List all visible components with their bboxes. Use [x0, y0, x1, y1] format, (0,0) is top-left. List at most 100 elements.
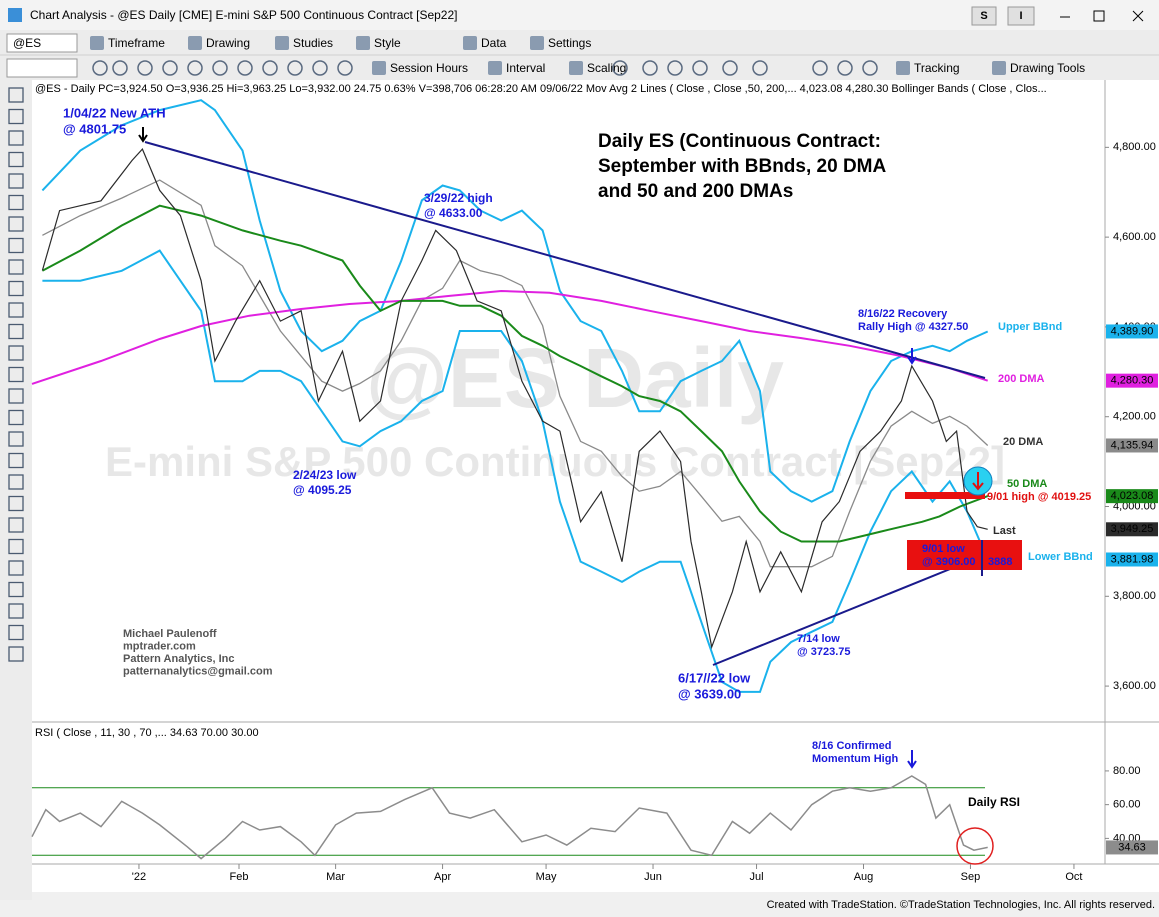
i-button[interactable] — [1007, 6, 1035, 26]
tool-icon[interactable] — [8, 173, 24, 189]
tool-icon[interactable] — [8, 624, 24, 641]
toolbar-button[interactable]: Timeframe — [108, 36, 165, 50]
tool-icon[interactable] — [8, 345, 24, 361]
toolbar-icon[interactable] — [667, 60, 683, 76]
rsi-annotation: 8/16 Confirmed — [812, 740, 891, 752]
toolbar-button[interactable]: Drawing — [206, 36, 250, 50]
tool-icon[interactable] — [8, 581, 24, 598]
toolbar-button[interactable]: Scaling — [587, 61, 626, 75]
price-info: @ES - Daily PC=3,924.50 O=3,936.25 Hi=3,… — [35, 83, 1047, 95]
toolbar-icon[interactable] — [752, 60, 768, 76]
series-label: Lower BBnd — [1028, 551, 1093, 563]
price-axis — [1105, 80, 1159, 864]
tool-icon[interactable] — [8, 194, 24, 211]
tool-icon[interactable] — [8, 216, 24, 232]
credits: patternanalytics@gmail.com — [123, 665, 273, 677]
toolbar-icon[interactable] — [642, 60, 658, 76]
annotation: Rally High @ 4327.50 — [858, 321, 968, 333]
toolbar-icon[interactable] — [692, 60, 708, 76]
tool-icon[interactable] — [8, 409, 24, 426]
tool-icon[interactable] — [8, 366, 24, 383]
tool-icon[interactable] — [8, 388, 24, 404]
tool-icon[interactable] — [8, 130, 24, 146]
last-value-flag — [1106, 522, 1158, 537]
last-value-label: 4,135.94 — [1111, 439, 1154, 451]
y-tick-label: 4,200.00 — [1113, 411, 1156, 423]
tool-icon[interactable] — [8, 108, 24, 125]
tool-icon[interactable] — [8, 323, 24, 340]
series-line — [41, 204, 989, 543]
toolbar-button[interactable]: Interval — [506, 61, 545, 75]
toolbar-icon — [356, 36, 370, 50]
app-icon — [8, 8, 22, 22]
toolbar-icon — [90, 36, 104, 50]
tool-icon[interactable] — [8, 151, 24, 168]
credits: Pattern Analytics, Inc — [123, 653, 234, 665]
maximize[interactable] — [1093, 10, 1105, 22]
symbol: @ES — [13, 36, 41, 50]
tool-icon[interactable] — [8, 237, 24, 254]
high-arrow — [907, 348, 917, 365]
annotation: @ 4633.00 — [424, 206, 483, 220]
series-line — [42, 179, 989, 568]
tool-icon[interactable] — [8, 87, 24, 103]
annotation: 6/17//22 low — [678, 670, 751, 685]
tool-icon[interactable] — [8, 302, 24, 318]
tool-icon[interactable] — [8, 259, 24, 275]
annotation: @ 3639.00 — [678, 686, 741, 701]
series-line — [31, 775, 988, 860]
tool-icon[interactable] — [8, 646, 24, 662]
toolbar-icon[interactable] — [237, 60, 253, 76]
toolbar-button[interactable]: Settings — [548, 36, 591, 50]
toolbar-icon[interactable] — [137, 60, 153, 76]
symbol-box[interactable] — [6, 33, 78, 53]
tool-icon[interactable] — [8, 517, 24, 533]
close[interactable] — [1132, 10, 1144, 22]
i-button-label: I — [1019, 10, 1022, 22]
toolbar-icon[interactable] — [287, 60, 303, 76]
tool-icon[interactable] — [8, 603, 24, 619]
toolbar-button[interactable]: Tracking — [914, 61, 960, 75]
toolbar-icon[interactable] — [112, 60, 128, 76]
toolbar-icon[interactable] — [837, 60, 853, 76]
chart-title: Daily ES (Continuous Contract: — [598, 131, 881, 152]
toolbar-icon[interactable] — [212, 60, 228, 76]
s-button[interactable] — [971, 6, 997, 26]
toolbar-button[interactable]: Drawing Tools — [1010, 61, 1085, 75]
tool-icon[interactable] — [8, 560, 24, 576]
annotation: @ 4095.25 — [293, 483, 352, 497]
y-tick-label: 3,800.00 — [1113, 590, 1156, 602]
toolbar-icon[interactable] — [92, 60, 108, 76]
interval-box[interactable] — [6, 58, 78, 78]
last-value-flag — [1106, 438, 1158, 453]
series-line — [41, 148, 988, 650]
toolbar-icon[interactable] — [162, 60, 178, 76]
tool-icon[interactable] — [8, 452, 24, 469]
series-label: Upper BBnd — [998, 321, 1062, 333]
annotation: 9/01 high @ 4019.25 — [987, 491, 1091, 503]
toolbar-icon[interactable] — [812, 60, 828, 76]
annotation: 1/04/22 New ATH — [63, 105, 166, 120]
tool-icon[interactable] — [8, 538, 24, 555]
toolbar-icon[interactable] — [187, 60, 203, 76]
tool-icon[interactable] — [8, 474, 24, 490]
toolbar-icon[interactable] — [312, 60, 328, 76]
toolbar-icon[interactable] — [337, 60, 353, 76]
tool-icon[interactable] — [8, 431, 24, 447]
last-value-label: 4,023.08 — [1111, 490, 1154, 502]
toolbar-icon[interactable] — [612, 60, 628, 76]
rsi-arrow — [907, 750, 917, 769]
toolbar-icon[interactable] — [722, 60, 738, 76]
y-tick-label: 3,600.00 — [1113, 680, 1156, 692]
toolbar-icon[interactable] — [862, 60, 878, 76]
tool-icon[interactable] — [8, 280, 24, 297]
toolbar-button[interactable]: Data — [481, 36, 507, 50]
toolbar-icon[interactable] — [262, 60, 278, 76]
toolbar-button[interactable]: Session Hours — [390, 61, 468, 75]
toolbar-button[interactable]: Style — [374, 36, 401, 50]
tool-icon[interactable] — [8, 495, 24, 512]
toolbar-icon — [569, 61, 583, 75]
toolbar-button[interactable]: Studies — [293, 36, 333, 50]
